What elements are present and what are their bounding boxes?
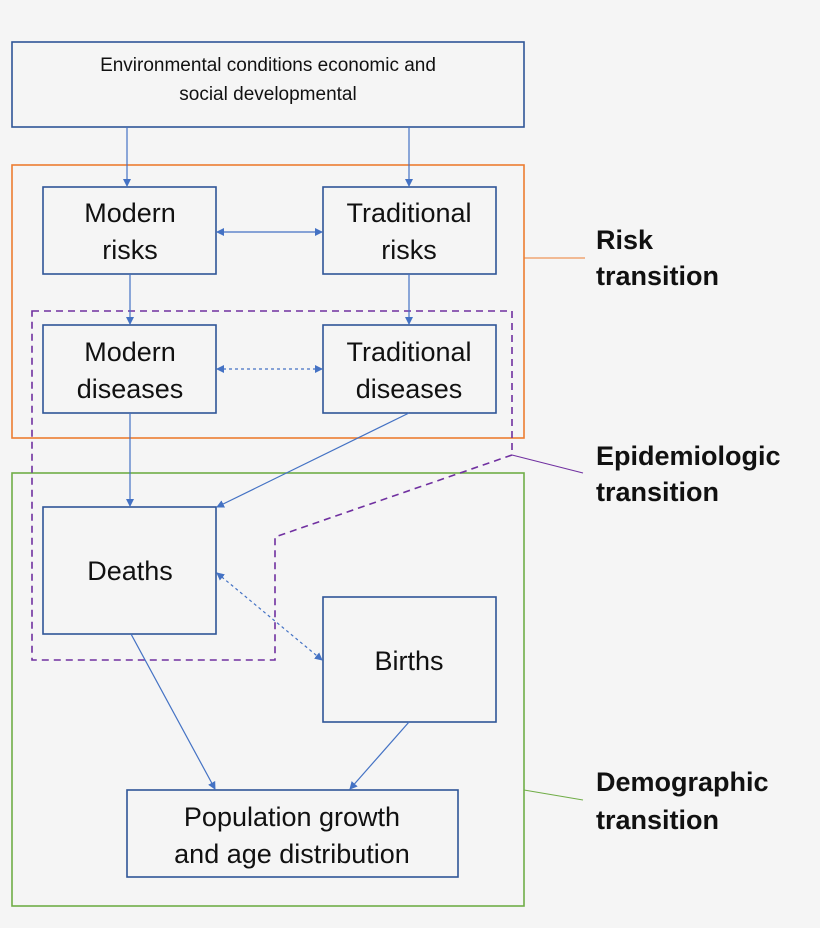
risk-transition-label-line1: Risk [596, 225, 654, 255]
modern-risks-box: Modern risks [42, 186, 217, 275]
environment-text-line1: Environmental conditions economic and [100, 55, 436, 76]
deaths-text: Deaths [87, 556, 173, 586]
demographic-transition-label-line2: transition [596, 805, 719, 835]
population-box: Population growth and age distribution [126, 789, 459, 878]
environment-box: Environmental conditions economic and so… [11, 41, 525, 128]
modern-risks-line1: Modern [84, 198, 176, 228]
arrow-traditional-diseases-to-deaths [216, 412, 410, 508]
modern-risks-line2: risks [102, 235, 158, 265]
deaths-box: Deaths [42, 506, 217, 635]
demographic-transition-frame [11, 472, 525, 907]
births-text: Births [374, 646, 443, 676]
population-line1: Population growth [184, 802, 400, 832]
epidemiologic-transition-frame [31, 310, 513, 661]
arrow-births-to-population [349, 721, 410, 790]
traditional-risks-line2: risks [381, 235, 437, 265]
environment-text-line2: social developmental [179, 84, 356, 105]
traditional-diseases-box: Traditional diseases [322, 324, 497, 414]
modern-diseases-box: Modern diseases [42, 324, 217, 414]
arrow-deaths-to-population [130, 633, 216, 790]
epidemiologic-transition-label-line1: Epidemiologic [596, 441, 781, 471]
traditional-risks-line1: Traditional [346, 198, 471, 228]
population-line2: and age distribution [174, 839, 410, 869]
traditional-diseases-line2: diseases [356, 374, 463, 404]
demographic-transition-label-line1: Demographic [596, 767, 769, 797]
arrow-deaths-births-dashed [216, 572, 323, 661]
epidemiologic-transition-label-line2: transition [596, 477, 719, 507]
modern-diseases-line2: diseases [77, 374, 184, 404]
epidemiologic-callout-line [511, 454, 584, 474]
births-box: Births [322, 596, 497, 723]
risk-transition-label-line2: transition [596, 261, 719, 291]
traditional-diseases-line1: Traditional [346, 337, 471, 367]
traditional-risks-box: Traditional risks [322, 186, 497, 275]
modern-diseases-line1: Modern [84, 337, 176, 367]
demographic-callout-line [523, 789, 584, 801]
risk-transition-frame [11, 164, 525, 439]
